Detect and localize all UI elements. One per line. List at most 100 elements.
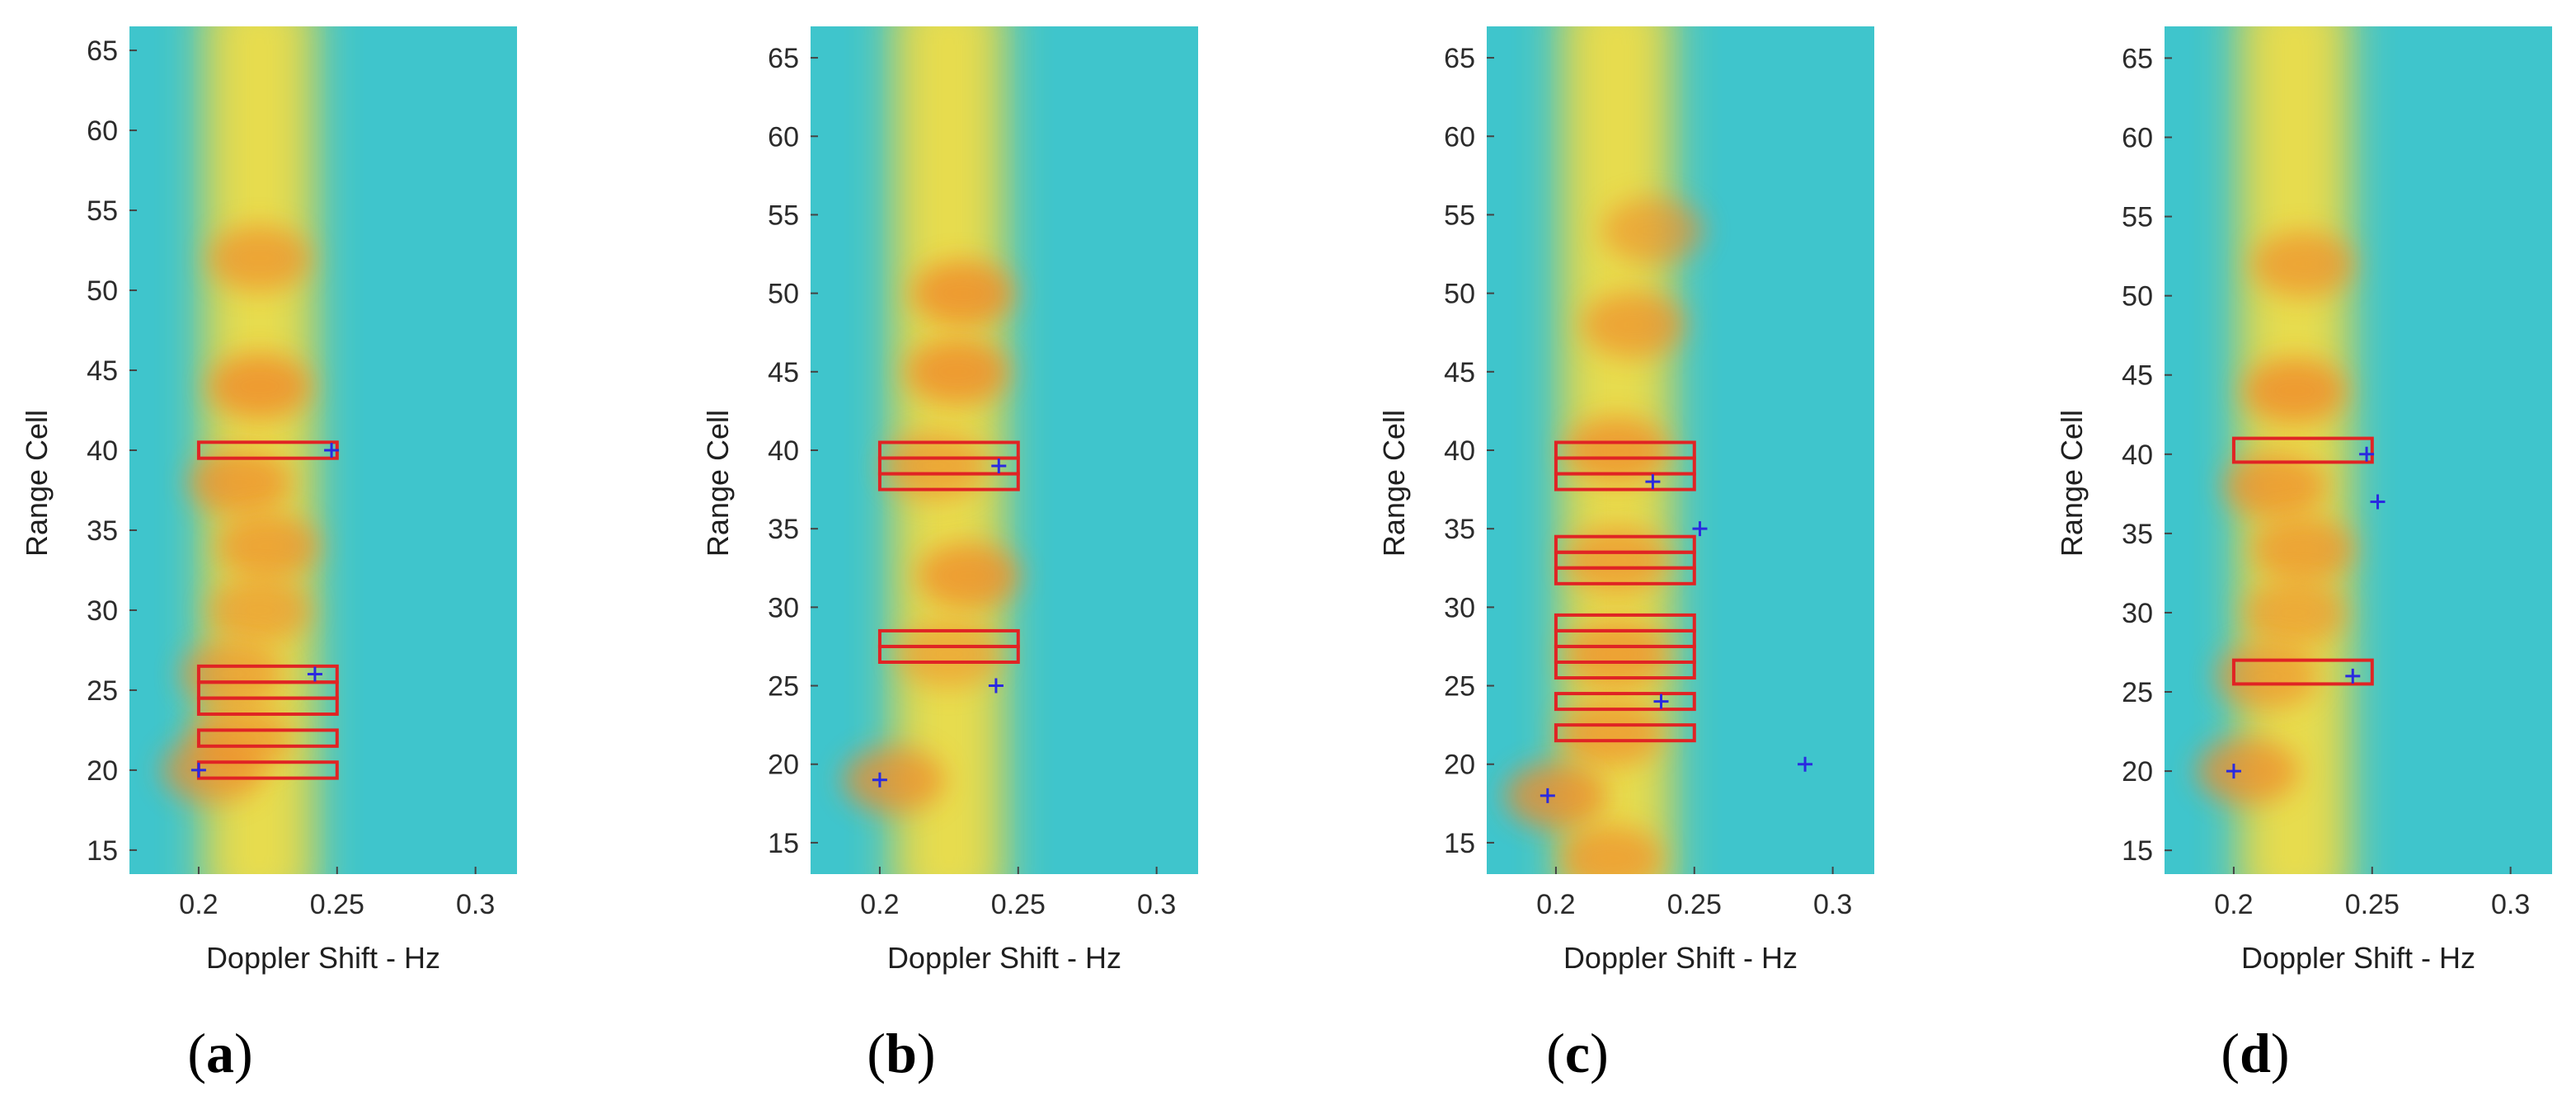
hot-region [911,260,1014,327]
x-tick-label: 0.3 [2491,889,2530,920]
x-tick-label: 0.25 [1667,889,1722,920]
x-axis-c: 0.2 0.25 0.3 [1536,867,1852,920]
y-tick-label: 20 [1444,750,1475,781]
x-tick-label: 0.25 [2345,889,2400,920]
y-tick-label: 35 [87,515,118,547]
y-axis-d: 15 20 25 30 35 40 45 50 55 60 65 [2122,43,2172,867]
y-tick-label: 60 [2122,123,2153,154]
y-tick-label: 60 [87,115,118,147]
detection-box [196,696,339,717]
panel-label-open: ( [867,1022,886,1084]
y-tick-label: 20 [768,750,799,781]
warm-ridge-core [2261,26,2328,874]
detection-box [877,472,1020,491]
y-tick-label: 15 [87,835,118,867]
panel-b: 15 20 25 30 35 40 45 50 55 60 65 0.2 0.25 0.3 Range … [701,26,1198,1084]
detection-box [1554,661,1696,680]
x-tick-label: 0.2 [179,889,218,920]
heatmap-d [2165,26,2552,874]
x-axis-b: 0.2 0.25 0.3 [860,867,1176,920]
hot-region [208,353,311,420]
markers-c [1539,474,1813,803]
hot-region [1601,197,1704,264]
peak-marker [1798,756,1813,772]
y-tick-label: 65 [768,43,799,74]
hot-region [1565,621,1668,688]
panel-label-b: (b) [867,1022,935,1084]
peak-marker [1539,788,1555,803]
panel-label-open: ( [1546,1022,1565,1084]
x-tick-label: 0.3 [1813,889,1852,920]
peak-marker [2370,494,2386,510]
x-tick-label: 0.3 [1137,889,1176,920]
boxes-d [2231,436,2374,686]
peak-marker [2226,764,2241,779]
y-tick-label: 50 [1444,279,1475,310]
markers-a [190,443,340,778]
hot-region [2224,453,2327,520]
heatmap-background [2165,26,2552,874]
y-tick-label: 45 [2122,360,2153,392]
y-tick-label: 20 [87,755,118,787]
heatmap-a [129,26,517,874]
x-tick-label: 0.2 [1536,889,1575,920]
y-tick-label: 40 [87,435,118,467]
hot-region [2251,516,2354,583]
detection-box [1554,723,1696,743]
panel-label-a: (a) [187,1022,252,1084]
hot-region [917,543,1020,609]
y-tick-label: 15 [768,828,799,859]
y-axis-a: 15 20 25 30 35 40 45 50 55 60 65 [87,35,137,867]
peak-marker [307,666,322,682]
markers-b [872,458,1007,788]
heatmap-background [1487,26,1874,874]
peak-marker [324,443,340,458]
y-axis-title-c: Range Cell [1377,410,1411,557]
y-tick-label: 55 [87,195,118,227]
peak-marker [1692,521,1708,537]
peak-marker [1645,474,1661,490]
hot-region [1560,825,1663,874]
hot-region [189,449,292,515]
hot-region [161,736,264,803]
x-tick-label: 0.3 [456,889,495,920]
y-tick-label: 55 [768,200,799,231]
y-tick-label: 25 [2122,677,2153,708]
hot-region [1560,699,1663,766]
hot-region [842,746,945,813]
x-tick-label: 0.25 [991,889,1046,920]
y-tick-label: 45 [1444,357,1475,388]
y-tick-label: 30 [2122,598,2153,629]
panel-label-letter: b [886,1022,917,1084]
peak-marker [2359,446,2375,462]
peak-marker [2345,668,2361,684]
hot-region [897,621,1000,688]
panel-label-c: (c) [1546,1022,1609,1084]
y-tick-label: 50 [2122,281,2153,313]
x-tick-label: 0.25 [310,889,364,920]
y-tick-label: 45 [87,355,118,387]
detection-box [196,728,339,748]
peak-marker [991,458,1007,474]
hot-region [884,433,987,500]
y-tick-label: 60 [768,121,799,153]
y-tick-label: 55 [1444,200,1475,231]
detection-box [2231,658,2374,686]
hot-region [1582,291,1685,358]
x-tick-label: 0.2 [860,889,899,920]
y-tick-label: 50 [768,279,799,310]
y-tick-label: 35 [2122,519,2153,550]
boxes-c [1554,440,1696,743]
hot-region [2243,357,2346,424]
heatmap-b [811,26,1198,874]
y-tick-label: 35 [1444,514,1475,545]
detection-box [1554,566,1696,585]
hot-region [2196,738,2299,805]
hot-region [2243,579,2346,646]
detection-box [1554,472,1696,491]
x-tick-label: 0.2 [2214,889,2253,920]
detection-box [2231,436,2374,464]
detection-box [1554,692,1696,712]
hot-region [1565,527,1668,594]
hot-region [181,641,284,708]
